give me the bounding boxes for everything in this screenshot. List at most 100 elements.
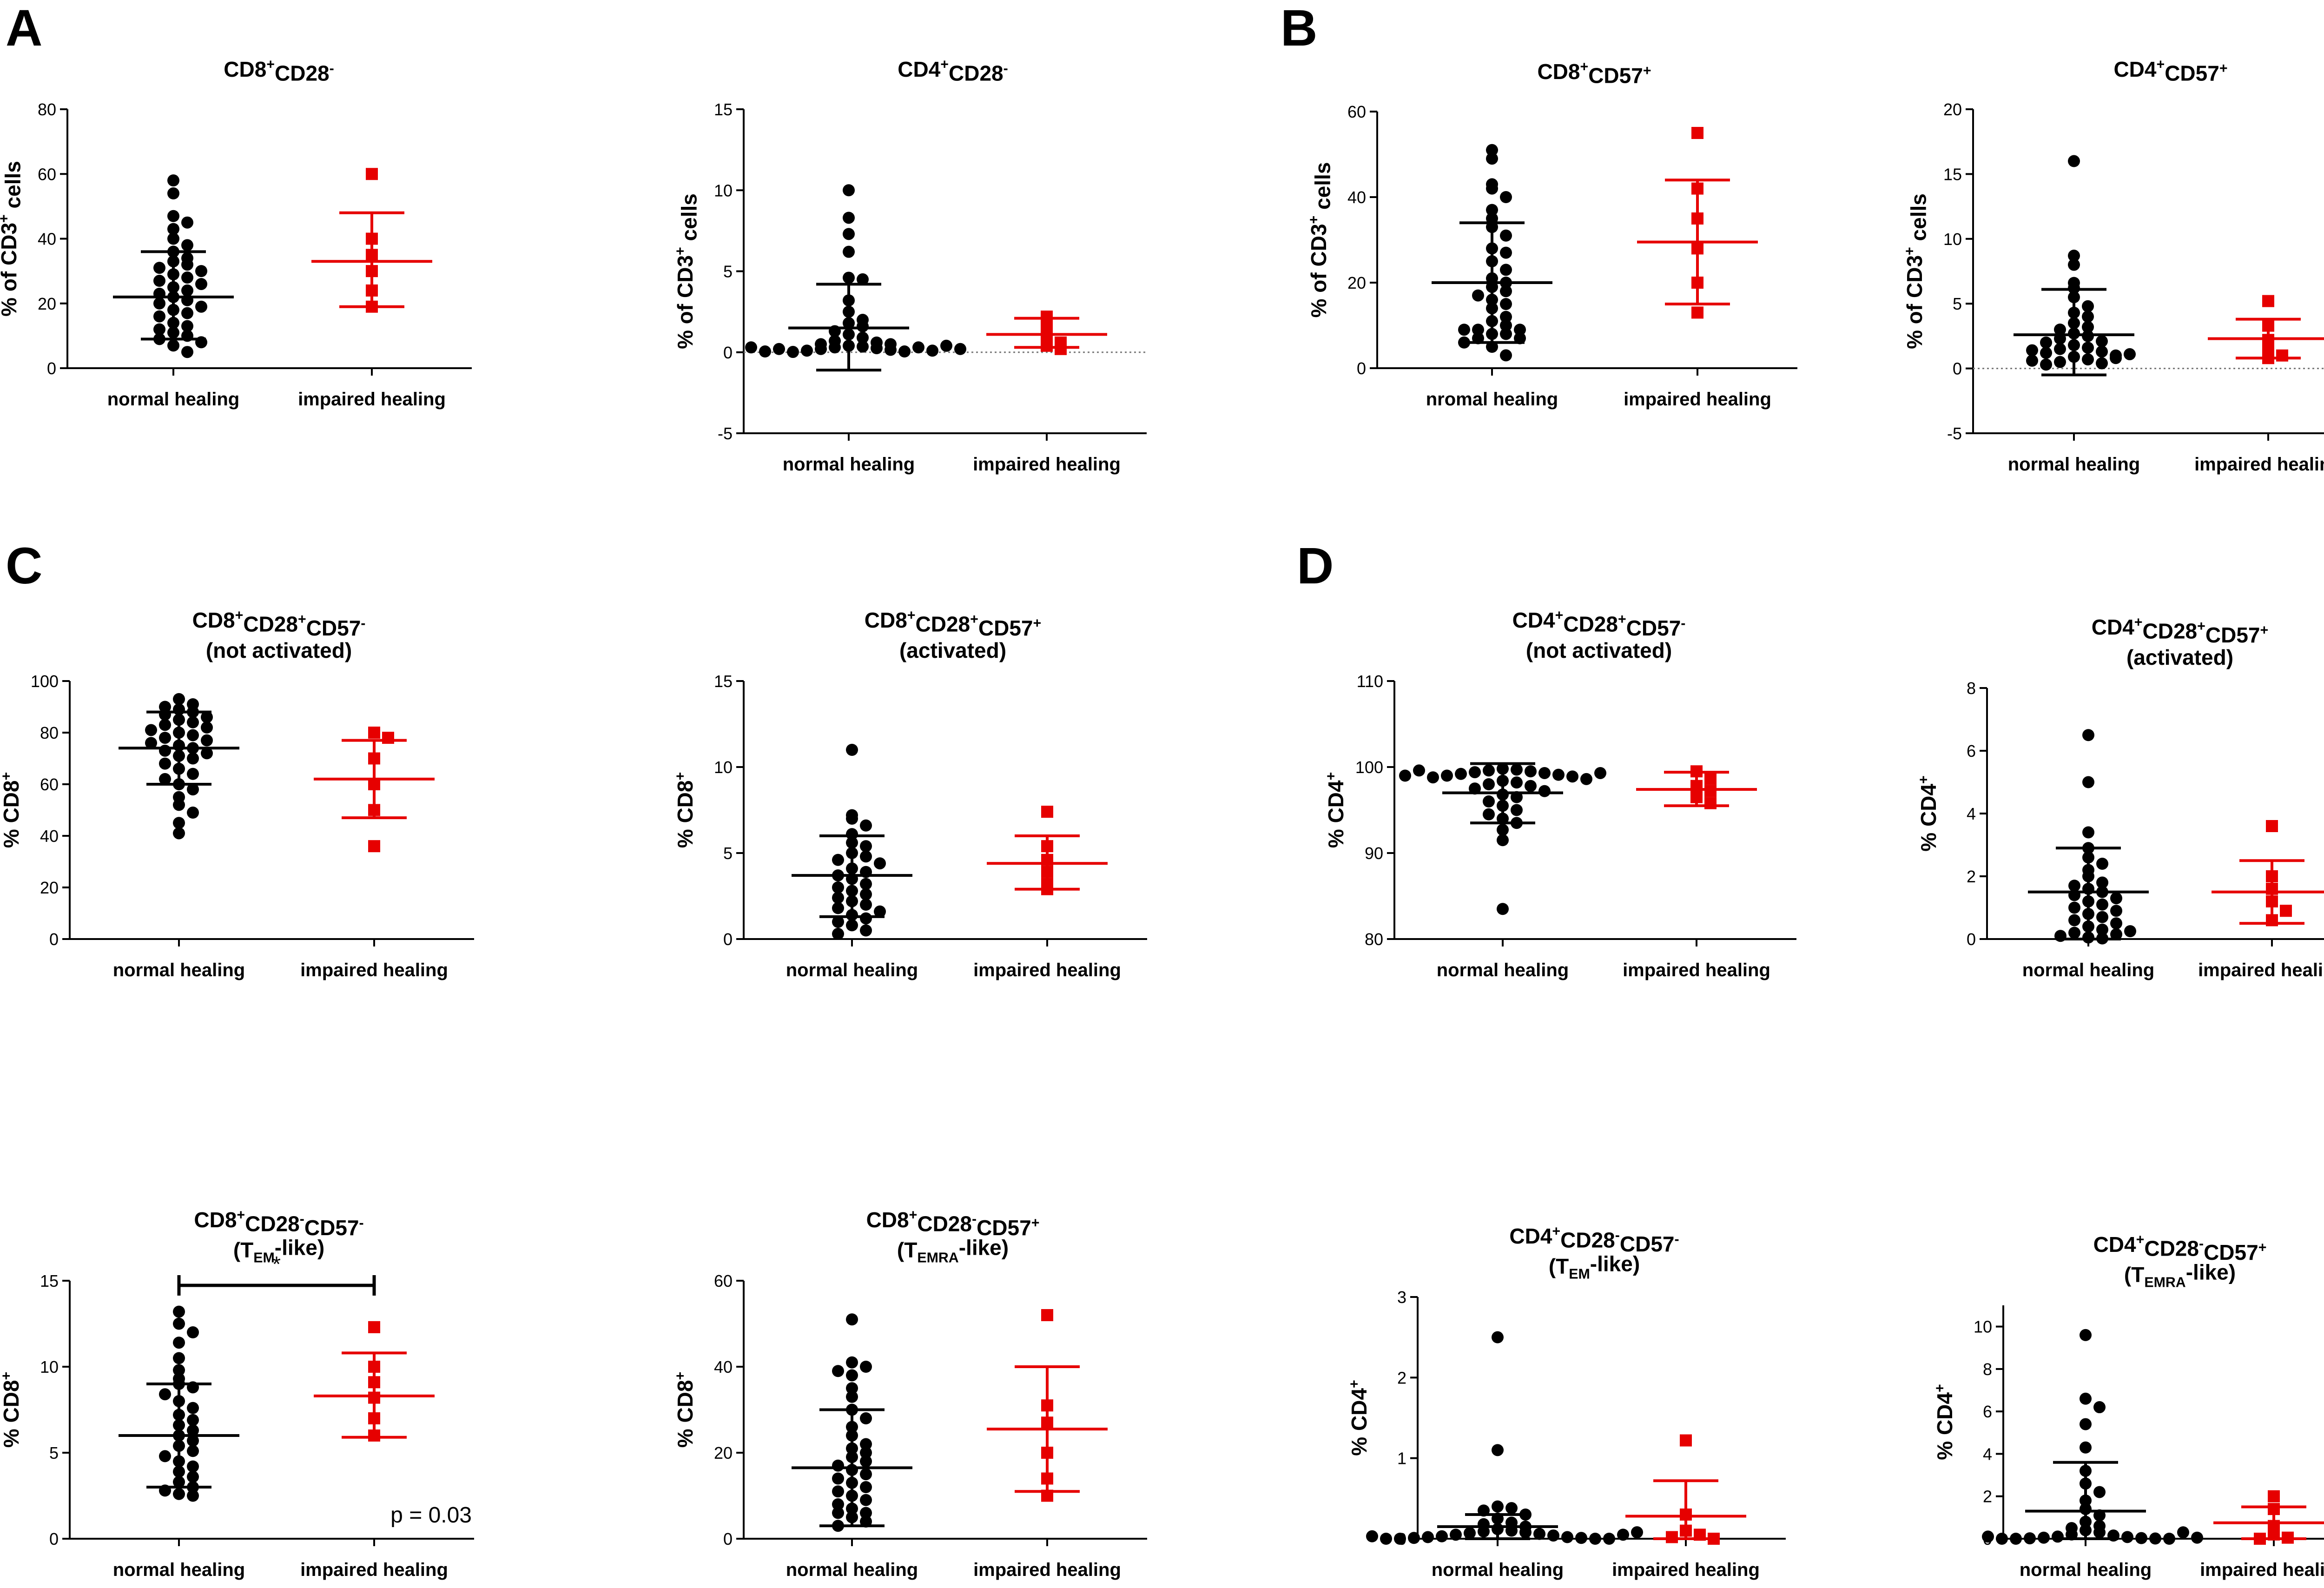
y-axis-label-part: + <box>1902 247 1917 255</box>
data-point <box>2082 321 2094 333</box>
x-category-label: normal healing <box>113 960 245 980</box>
y-tick-label: 0 <box>49 930 59 949</box>
y-tick-label: 10 <box>714 181 733 200</box>
data-point <box>846 1369 858 1382</box>
data-point <box>829 341 841 354</box>
y-axis-label: % of CD3+ cells <box>1306 162 1334 318</box>
y-tick-label: 80 <box>1365 930 1383 949</box>
data-point <box>843 228 855 240</box>
chart-title-part: CD4 <box>2092 615 2134 639</box>
data-point <box>2266 820 2278 832</box>
chart-title-part: + <box>237 1207 245 1223</box>
y-tick-label: 100 <box>1355 758 1383 777</box>
series-impaired-healing <box>987 1309 1108 1502</box>
x-category-label: normal healing <box>1437 960 1569 980</box>
y-axis-label-part: % CD8 <box>673 781 697 848</box>
chart-title-part: + <box>1580 59 1588 74</box>
data-point <box>187 768 199 780</box>
data-point <box>153 323 165 336</box>
data-point <box>846 1390 858 1403</box>
series-normal-healing <box>119 1305 239 1502</box>
series-normal-healing <box>2028 729 2149 945</box>
data-point <box>1455 768 1467 780</box>
chart-title: CD8+CD57+ <box>1537 59 1651 87</box>
data-point <box>1561 1531 1573 1543</box>
y-tick-label: 90 <box>1365 844 1383 863</box>
x-category-label: impaired healing <box>973 960 1121 980</box>
data-point <box>874 905 886 918</box>
y-tick-label: 80 <box>40 723 59 742</box>
data-point <box>860 1468 872 1481</box>
chart-title-part: + <box>2156 57 2165 72</box>
data-point <box>926 344 938 357</box>
data-point <box>2096 858 2108 870</box>
data-point <box>167 210 179 222</box>
y-tick-label: 15 <box>714 672 733 691</box>
x-category-label: impaired healing <box>2194 454 2324 475</box>
chart-title: CD8+CD28- <box>224 57 334 85</box>
y-tick-label: 5 <box>49 1443 59 1462</box>
chart-title-part: CD4 <box>2113 57 2156 81</box>
chart-title: CD8+CD28+CD57+ <box>865 608 1041 640</box>
chart-title-part: + <box>266 57 275 72</box>
chart-title-part: CD28 <box>1560 1228 1615 1252</box>
data-point <box>1666 1531 1678 1543</box>
series-impaired-healing <box>1637 127 1758 319</box>
data-point <box>1497 824 1509 836</box>
y-tick-label: 60 <box>40 775 59 794</box>
data-point <box>1427 771 1439 784</box>
data-point <box>2068 258 2080 271</box>
y-axis-label-part: + <box>0 214 12 223</box>
data-point <box>954 343 966 355</box>
series-impaired-healing <box>2208 295 2324 364</box>
chart-subtitle-part: EMRA <box>2144 1275 2185 1290</box>
chart-subtitle: (activated) <box>2126 645 2233 669</box>
chart-title-part: CD8 <box>194 1208 237 1232</box>
chart-title-part: CD28 <box>917 1212 972 1236</box>
data-point <box>159 1388 171 1401</box>
series-normal-healing <box>1982 1329 2203 1545</box>
data-point <box>1492 1331 1504 1343</box>
chart-title-part: CD57 <box>306 616 361 640</box>
y-tick-label: 0 <box>47 359 56 378</box>
y-tick-label: 80 <box>38 100 56 119</box>
y-tick-label: 0 <box>723 1529 733 1548</box>
series-normal-healing <box>792 744 912 940</box>
data-point <box>801 344 813 357</box>
data-point <box>857 320 869 332</box>
y-axis-label-part: cells <box>677 193 701 247</box>
data-point <box>1041 1309 1053 1321</box>
y-axis-label-part: % of CD3 <box>1902 255 1927 349</box>
data-point <box>1500 349 1512 362</box>
data-point <box>1538 785 1551 797</box>
data-point <box>382 732 394 744</box>
data-point <box>1486 144 1498 156</box>
y-axis-label-part: cells <box>1907 193 1931 247</box>
data-point <box>368 727 380 739</box>
y-tick-label: 40 <box>1347 188 1366 207</box>
data-point <box>153 297 165 310</box>
data-point <box>1394 1533 1406 1545</box>
data-point <box>860 912 872 925</box>
chart-cd4-temra: CD4+CD28-CD57+(TEMRA-like)0246810% CD4+n… <box>1932 1232 2324 1580</box>
data-point <box>2096 335 2108 348</box>
data-point <box>1533 1528 1545 1540</box>
y-tick-label: 60 <box>1347 102 1366 121</box>
data-point <box>898 345 911 358</box>
data-point <box>2082 311 2094 323</box>
data-point <box>1436 1530 1448 1542</box>
series-normal-healing <box>745 184 966 372</box>
chart-subtitle: (activated) <box>899 638 1006 662</box>
data-point <box>187 1460 199 1473</box>
x-category-label: normal healing <box>2008 454 2140 475</box>
x-category-label: normal healing <box>113 1560 245 1580</box>
chart-title: CD8+CD28-CD57+ <box>866 1207 1040 1240</box>
data-point <box>832 902 844 914</box>
x-category-label: impaired healing <box>1624 389 1771 410</box>
data-point <box>2096 876 2108 889</box>
chart-title-part: CD28 <box>245 1212 300 1236</box>
data-point <box>2054 343 2066 355</box>
chart-title-part: + <box>2219 61 2228 76</box>
data-point <box>173 827 185 840</box>
